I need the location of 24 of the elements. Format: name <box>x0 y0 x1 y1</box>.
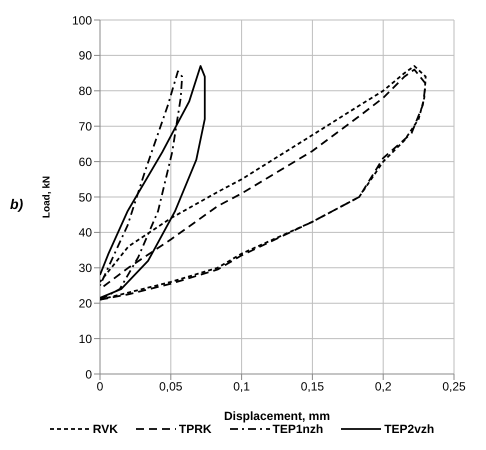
x-tick-label: 0,15 <box>300 380 324 394</box>
x-tick-label: 0,25 <box>442 380 466 394</box>
y-tick-label: 40 <box>78 226 92 240</box>
legend-label: RVK <box>92 422 118 436</box>
x-tick-label: 0,2 <box>374 380 392 394</box>
y-axis-title: Load, kN <box>42 176 53 218</box>
text: b) <box>10 196 24 212</box>
y-tick-label: 70 <box>78 119 92 134</box>
x-tick-label: 0,1 <box>233 380 250 394</box>
y-tick-label: 60 <box>78 154 92 169</box>
x-tick-label: 0,05 <box>159 380 183 394</box>
legend-label: TEP2vzh <box>383 422 434 436</box>
y-tick-label: 100 <box>72 13 92 28</box>
x-tick-label: 0 <box>96 380 104 394</box>
y-tick-label: 50 <box>78 190 92 204</box>
y-tick-label: 80 <box>78 84 92 98</box>
y-tick-label: 10 <box>78 332 92 346</box>
legend-label: TEP1nzh <box>272 422 324 436</box>
y-tick-label: 30 <box>78 261 92 276</box>
y-tick-label: 0 <box>85 367 92 382</box>
legend-label: TPRK <box>178 422 212 436</box>
x-axis-title: Displacement, mm <box>224 409 330 423</box>
y-tick-label: 90 <box>78 48 92 63</box>
y-tick-label: 20 <box>78 296 92 310</box>
